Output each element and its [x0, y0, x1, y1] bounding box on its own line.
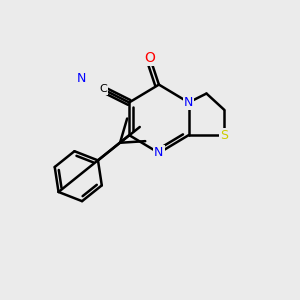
- Text: N: N: [154, 146, 164, 160]
- Text: N: N: [77, 72, 86, 85]
- Text: O: O: [145, 51, 155, 65]
- Text: N: N: [184, 96, 193, 109]
- Text: S: S: [220, 129, 228, 142]
- Text: C: C: [99, 84, 107, 94]
